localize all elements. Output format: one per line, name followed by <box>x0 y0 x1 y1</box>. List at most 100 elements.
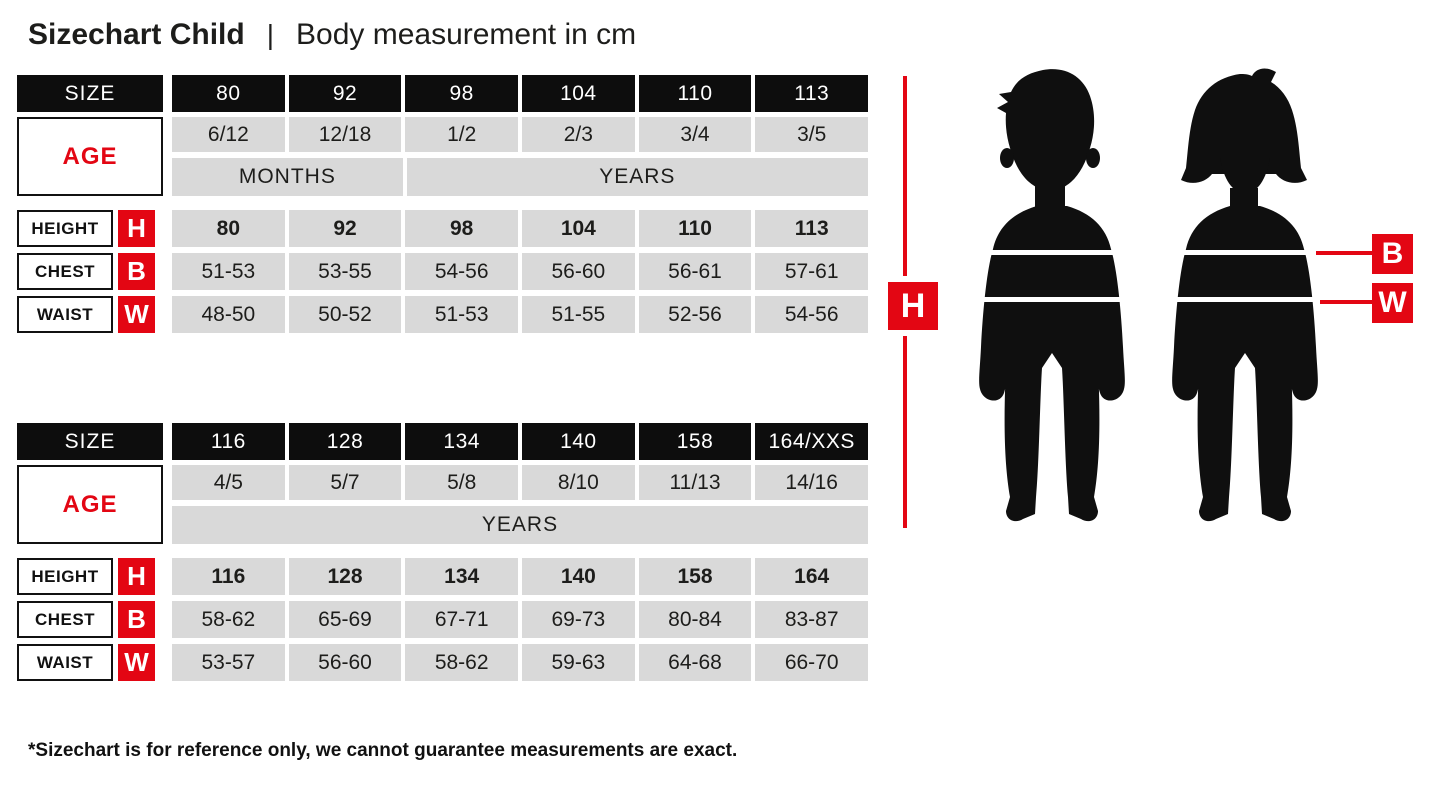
size-header-label: SIZE <box>17 423 163 460</box>
height-value: 80 <box>172 210 285 247</box>
height-letter-badge: H <box>118 210 155 247</box>
size-value: 92 <box>288 75 402 112</box>
size-header-label: SIZE <box>17 75 163 112</box>
age-header-label: AGE <box>17 465 163 544</box>
age-section: AGE 4/5 5/7 5/8 8/10 11/13 14/16 YEARS <box>17 465 869 544</box>
waist-marker-badge: W <box>1372 283 1413 323</box>
chest-value: 67-71 <box>405 601 519 638</box>
age-value: 4/5 <box>172 465 285 500</box>
height-value: 98 <box>405 210 519 247</box>
size-value: 164/XXS <box>755 423 869 460</box>
waist-value: 58-62 <box>405 644 519 681</box>
size-row: SIZE 80 92 98 104 110 113 <box>17 75 869 112</box>
size-value: 104 <box>522 75 635 112</box>
chest-letter-badge: B <box>118 253 155 290</box>
chest-value: 58-62 <box>172 601 285 638</box>
waist-value: 66-70 <box>755 644 869 681</box>
age-value: 6/12 <box>172 117 285 152</box>
height-value: 116 <box>172 558 285 595</box>
chest-value: 80-84 <box>638 601 752 638</box>
waist-measure-line <box>1320 300 1372 304</box>
size-value: 128 <box>288 423 402 460</box>
waist-value: 59-63 <box>522 644 635 681</box>
waist-row: WAIST W 48-50 50-52 51-53 51-55 52-56 54… <box>17 296 869 333</box>
age-value: 2/3 <box>522 117 635 152</box>
age-value: 1/2 <box>405 117 519 152</box>
waist-value: 64-68 <box>638 644 752 681</box>
title-separator: | <box>266 19 274 50</box>
height-value: 140 <box>522 558 635 595</box>
waist-value: 51-53 <box>405 296 519 333</box>
sizechart-table-small: SIZE 80 92 98 104 110 113 AGE 6/12 12/18 <box>17 75 869 333</box>
age-row: 6/12 12/18 1/2 2/3 3/4 3/5 <box>172 117 869 152</box>
height-row: HEIGHT H 116 128 134 140 158 164 <box>17 558 869 595</box>
size-value: 80 <box>172 75 285 112</box>
age-header-label: AGE <box>17 117 163 196</box>
age-value: 5/7 <box>288 465 402 500</box>
size-row: SIZE 116 128 134 140 158 164/XXS <box>17 423 869 460</box>
age-unit-months: MONTHS <box>172 158 403 196</box>
chest-value: 53-55 <box>288 253 402 290</box>
title-main: Sizechart Child <box>28 18 245 51</box>
chest-value: 83-87 <box>755 601 869 638</box>
waist-value: 52-56 <box>638 296 752 333</box>
waist-label: WAIST <box>17 644 113 681</box>
age-value: 14/16 <box>755 465 869 500</box>
chest-value: 57-61 <box>755 253 869 290</box>
age-value: 11/13 <box>638 465 752 500</box>
chest-measure-line <box>1316 251 1372 255</box>
age-unit-row: MONTHS YEARS <box>172 158 868 196</box>
age-value: 8/10 <box>522 465 635 500</box>
chest-value: 56-60 <box>522 253 635 290</box>
chest-marker-badge: B <box>1372 234 1413 274</box>
chest-letter-badge: B <box>118 601 155 638</box>
size-value: 110 <box>638 75 752 112</box>
age-unit-years: YEARS <box>406 158 868 196</box>
page-title: Sizechart Child | Body measurement in cm <box>28 18 636 52</box>
waist-value: 53-57 <box>172 644 285 681</box>
age-section: AGE 6/12 12/18 1/2 2/3 3/4 3/5 MONTHS <box>17 117 869 196</box>
chest-row: CHEST B 51-53 53-55 54-56 56-60 56-61 57… <box>17 253 869 290</box>
waist-value: 51-55 <box>522 296 635 333</box>
chest-label: CHEST <box>17 601 113 638</box>
size-value: 158 <box>638 423 752 460</box>
waist-letter-badge: W <box>118 296 155 333</box>
height-value: 104 <box>522 210 635 247</box>
height-row: HEIGHT H 80 92 98 104 110 113 <box>17 210 869 247</box>
height-value: 92 <box>288 210 402 247</box>
height-value: 110 <box>638 210 752 247</box>
waist-label: WAIST <box>17 296 113 333</box>
height-label: HEIGHT <box>17 558 113 595</box>
age-unit-row: YEARS <box>172 506 868 544</box>
chest-value: 65-69 <box>288 601 402 638</box>
height-value: 164 <box>755 558 869 595</box>
girl-silhouette-icon <box>1170 68 1320 522</box>
height-letter-badge: H <box>118 558 155 595</box>
waist-letter-badge: W <box>118 644 155 681</box>
title-subtitle: Body measurement in cm <box>296 18 637 51</box>
waist-row: WAIST W 53-57 56-60 58-62 59-63 64-68 66… <box>17 644 869 681</box>
size-value: 116 <box>172 423 285 460</box>
waist-value: 48-50 <box>172 296 285 333</box>
size-value: 113 <box>755 75 869 112</box>
boy-silhouette-icon <box>977 69 1127 522</box>
height-value: 158 <box>638 558 752 595</box>
disclaimer-text: *Sizechart is for reference only, we can… <box>28 740 738 761</box>
height-marker-badge: H <box>882 276 944 336</box>
waist-value: 54-56 <box>755 296 869 333</box>
height-value: 113 <box>755 210 869 247</box>
chest-value: 56-61 <box>638 253 752 290</box>
chest-value: 69-73 <box>522 601 635 638</box>
age-value: 12/18 <box>288 117 402 152</box>
waist-value: 56-60 <box>288 644 402 681</box>
age-unit-years: YEARS <box>172 506 868 544</box>
waist-value: 50-52 <box>288 296 402 333</box>
sizechart-table-large: SIZE 116 128 134 140 158 164/XXS AGE 4/5… <box>17 423 869 681</box>
chest-value: 51-53 <box>172 253 285 290</box>
age-row: 4/5 5/7 5/8 8/10 11/13 14/16 <box>172 465 869 500</box>
size-value: 140 <box>522 423 635 460</box>
size-value: 134 <box>405 423 519 460</box>
age-value: 3/5 <box>755 117 869 152</box>
